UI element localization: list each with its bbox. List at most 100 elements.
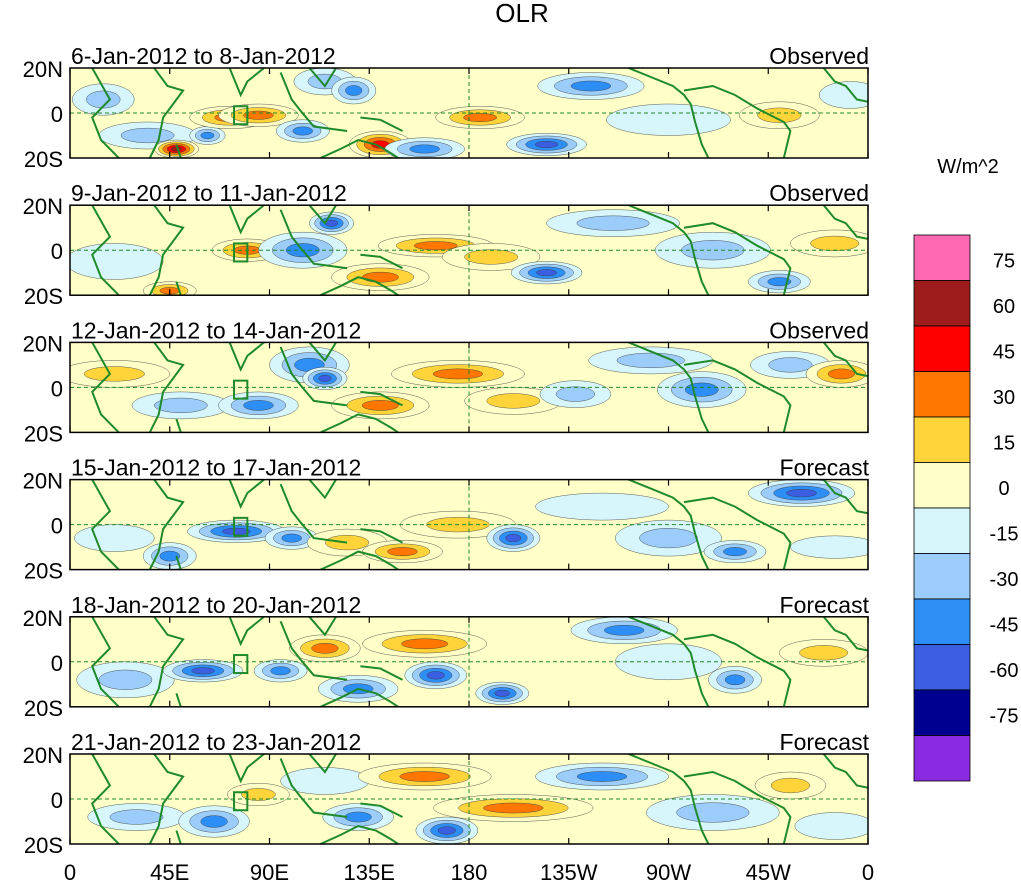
- anomaly-contour-9-1: [555, 386, 595, 402]
- panel-kind: Observed: [769, 43, 869, 69]
- anomaly-contour-12-0: [794, 812, 868, 840]
- coast-south-america-east: [683, 84, 792, 158]
- coast-australia: [320, 413, 399, 433]
- coast-south-america-east: [683, 770, 792, 844]
- anomaly-contour-7-2: [483, 802, 544, 814]
- coast-sea: [279, 346, 348, 407]
- colorbar-level-label: 75: [993, 251, 1015, 273]
- coastlines: [91, 479, 868, 570]
- anomaly-contour-11-1: [770, 777, 810, 794]
- anomaly-contour-7-3: [426, 671, 445, 680]
- anomaly-contour-4-2: [281, 533, 302, 543]
- x-tick-label: 135E: [344, 860, 395, 885]
- anomaly-contour-6-2: [243, 110, 274, 120]
- anomaly-contour-5-2: [344, 811, 372, 823]
- panel-kind: Forecast: [780, 592, 870, 618]
- y-tick-label: 20N: [23, 331, 63, 356]
- coast-india: [228, 479, 266, 510]
- anomaly-contour-4-2: [200, 131, 215, 140]
- anomaly-contour-15-0: [606, 103, 731, 136]
- coast-africa-west: [91, 616, 120, 707]
- anomaly-contour-13-1: [810, 235, 860, 252]
- anomaly-contour-17-0: [819, 81, 868, 109]
- y-tick-label: 20N: [23, 469, 63, 494]
- anomaly-contour-8-1: [464, 249, 518, 265]
- anomaly-contour-2-3: [191, 667, 215, 675]
- coast-madagascar: [175, 144, 182, 158]
- coast-west-africa: [822, 205, 868, 240]
- coast-africa-west: [91, 205, 120, 296]
- coast-sea: [279, 72, 348, 132]
- coast-madagascar: [175, 555, 182, 570]
- x-tick-label: 180: [451, 860, 488, 885]
- coast-americas-west: [628, 205, 710, 296]
- colorbar-swatch: [913, 416, 971, 463]
- colorbar-level-label: -15: [990, 524, 1019, 546]
- colorbar-swatch: [913, 462, 971, 509]
- anomaly-contour-3-1: [241, 788, 276, 801]
- maldives-box: [233, 242, 249, 263]
- anomaly-contour-10-1: [639, 528, 698, 549]
- anomaly-contour-12-1: [768, 357, 813, 373]
- coast-new-guinea: [360, 390, 403, 407]
- y-tick-label: 20N: [23, 606, 63, 631]
- panel-kind: Observed: [769, 317, 869, 343]
- anomaly-contour-8-3: [437, 826, 456, 835]
- y-tick-label: 0: [51, 651, 63, 676]
- anomaly-contour-7-2: [432, 368, 484, 380]
- coast-australia: [320, 276, 399, 296]
- coast-china: [308, 205, 337, 225]
- coast-china: [308, 754, 337, 774]
- anomaly-contour-6-2: [387, 547, 418, 557]
- coast-south-america-east: [683, 633, 792, 707]
- coast-africa-east: [148, 616, 185, 707]
- coast-africa-east: [148, 68, 185, 158]
- anomaly-contour-10-1: [576, 215, 650, 231]
- coast-australia: [320, 550, 399, 570]
- x-tick-label: 45W: [746, 860, 791, 885]
- coastlines: [91, 754, 868, 844]
- coastlines: [91, 205, 868, 296]
- anomaly-contour-9-3: [536, 269, 557, 277]
- colorbar-swatch: [913, 280, 971, 327]
- anomaly-contour-1-1: [109, 809, 164, 825]
- coast-india: [228, 754, 266, 784]
- coast-india: [228, 616, 266, 647]
- maldives-box: [233, 654, 249, 675]
- coast-south-america-east: [683, 496, 792, 570]
- y-tick-label: 20N: [23, 743, 63, 768]
- anomaly-contour-7-2: [413, 241, 458, 251]
- y-tick-label: 0: [51, 376, 63, 401]
- anomaly-contour-11-2: [684, 382, 719, 397]
- coast-africa-east: [148, 205, 185, 296]
- panel-kind: Forecast: [780, 729, 870, 755]
- coast-australia: [320, 824, 399, 844]
- x-tick-label: 0: [64, 860, 76, 885]
- coast-africa-east: [148, 754, 185, 844]
- anomaly-field: [87, 754, 868, 844]
- coast-west-africa: [822, 616, 868, 652]
- colorbar-level-label: 0: [998, 478, 1009, 500]
- panel-kind: Forecast: [780, 455, 870, 481]
- anomaly-contour-3-2: [270, 666, 291, 676]
- anomaly-contour-6-2: [401, 638, 449, 650]
- anomaly-field: [76, 616, 868, 707]
- anomaly-contour-9-2: [576, 771, 628, 782]
- anomaly-contour-1-1: [83, 366, 145, 382]
- maldives-box: [233, 105, 249, 126]
- anomaly-contour-11-2: [724, 674, 746, 686]
- y-tick-label: 20S: [24, 147, 63, 172]
- maldives-box: [233, 516, 249, 537]
- coast-new-guinea: [360, 253, 403, 270]
- x-tick-label: 90W: [646, 860, 691, 885]
- anomaly-contour-3-3: [222, 527, 251, 535]
- anomaly-contour-13-2: [827, 368, 855, 380]
- anomaly-contour-8-3: [505, 534, 522, 543]
- panel-2: 20N 0 20S 9-Jan-2012 to 11-Jan-2012 Observed: [23, 180, 869, 309]
- anomaly-contour-8-3: [494, 689, 511, 697]
- y-tick-label: 20S: [24, 559, 63, 584]
- coast-new-guinea: [360, 116, 403, 132]
- anomaly-contour-9-0: [535, 492, 669, 521]
- panel-date-range: 21-Jan-2012 to 23-Jan-2012: [71, 729, 361, 755]
